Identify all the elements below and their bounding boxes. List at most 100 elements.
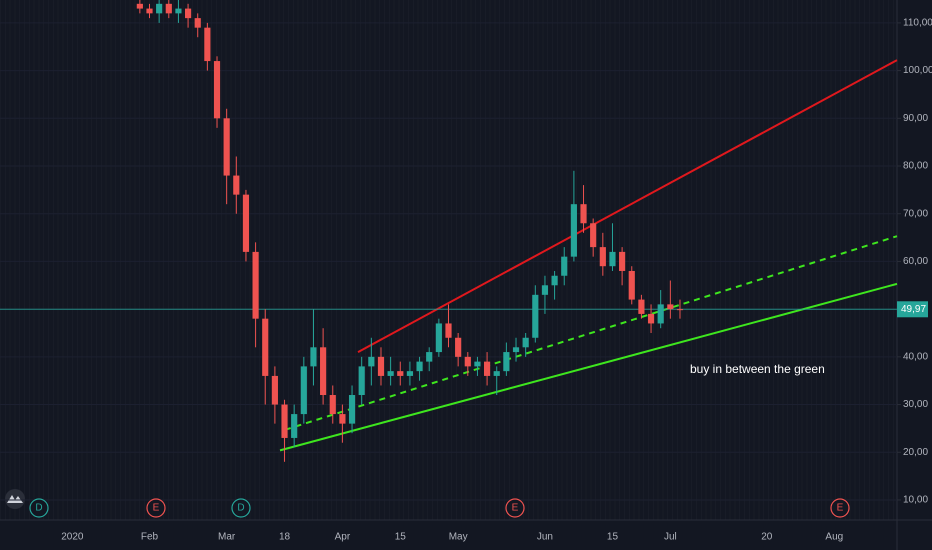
plot-background (0, 0, 897, 520)
candle-body (435, 323, 442, 353)
event-marker: E (146, 498, 166, 518)
last-price-label: 49,97 (901, 304, 926, 315)
event-circle (231, 498, 251, 518)
event-label: E (837, 503, 844, 514)
logo (5, 489, 25, 509)
candle-body (667, 304, 674, 310)
event-label: D (35, 503, 42, 514)
candle-body (165, 3, 172, 14)
event-label: D (237, 503, 244, 514)
candle-body (580, 204, 587, 224)
candle-body (493, 371, 500, 376)
candle-body (281, 404, 288, 438)
candle-body (223, 118, 230, 176)
event-label: E (512, 503, 519, 514)
candle-body (156, 3, 163, 14)
candle-body (320, 347, 327, 396)
event-marker: D (29, 498, 49, 518)
candle-body (483, 361, 491, 376)
event-circle (830, 498, 850, 518)
candle-body (599, 247, 606, 267)
candle-body (532, 294, 539, 338)
candle-body (503, 352, 510, 372)
event-label: E (153, 503, 160, 514)
x-tick-label: Feb (141, 532, 159, 543)
candle-body (252, 251, 259, 319)
candle-body (233, 175, 240, 195)
candle-body (657, 304, 664, 324)
x-tick-label: 18 (279, 532, 291, 543)
y-tick-label: 90,00 (903, 113, 928, 124)
candle-body (368, 356, 375, 367)
candle-body (590, 223, 597, 248)
candle-body (175, 8, 182, 14)
candle-body (136, 3, 143, 9)
candle-body (522, 337, 529, 348)
x-tick-label: May (449, 532, 468, 543)
event-marker: D (231, 498, 251, 518)
candle-body (445, 323, 452, 338)
candle-body (242, 194, 250, 252)
candle-body (271, 375, 278, 405)
candle-body (339, 414, 346, 424)
candle-body (204, 27, 211, 62)
event-circle (146, 498, 166, 518)
y-tick-label: 60,00 (903, 256, 928, 267)
y-tick-label: 70,00 (903, 208, 928, 219)
candle-body (541, 285, 549, 295)
candle-body (262, 318, 269, 376)
candle-body (561, 256, 568, 276)
candle-body (474, 361, 481, 367)
trend-line (357, 59, 898, 353)
event-circle (505, 498, 525, 518)
candle-body (146, 8, 153, 14)
trend-line (284, 235, 898, 431)
x-tick-label: Mar (218, 532, 236, 543)
y-tick-label: 40,00 (903, 351, 928, 362)
candle-body (647, 313, 655, 324)
candle-body (300, 366, 307, 415)
candle-body (358, 366, 365, 396)
candle-body (377, 356, 385, 376)
trend-line (279, 282, 898, 452)
candle-body (329, 395, 336, 415)
candle-body (416, 361, 423, 372)
x-tick-label: Jun (537, 532, 553, 543)
candle-body (619, 251, 626, 271)
candle-body (348, 395, 356, 424)
x-tick-label: Apr (335, 532, 351, 543)
candle-body (397, 371, 404, 376)
x-tick-label: 15 (607, 532, 619, 543)
candle-body (570, 204, 577, 257)
candle-body (609, 251, 616, 267)
y-tick-label: 20,00 (903, 447, 928, 458)
y-tick-label: 110,00 (903, 18, 932, 29)
y-tick-label: 80,00 (903, 161, 928, 172)
candle-body (638, 299, 645, 314)
candle-body (455, 337, 462, 357)
candle-body (310, 347, 317, 367)
y-tick-label: 10,00 (903, 495, 928, 506)
candle-body (184, 8, 192, 19)
event-circle (29, 498, 49, 518)
candle-body (426, 352, 433, 362)
last-price-tag (897, 301, 928, 318)
candle-body (628, 270, 635, 300)
candle-body (406, 371, 414, 376)
candle-body (291, 414, 298, 438)
x-tick-label: Aug (825, 532, 843, 543)
candle-body (551, 275, 558, 286)
candle-body (464, 356, 471, 367)
candle-body (194, 18, 201, 28)
y-tick-label: 30,00 (903, 399, 928, 410)
x-tick-label: 2020 (61, 532, 84, 543)
y-tick-label: 100,00 (903, 65, 932, 76)
x-tick-label: 20 (761, 532, 773, 543)
x-tick-label: Jul (664, 532, 677, 543)
x-tick-label: 15 (395, 532, 407, 543)
candle-body (512, 347, 520, 353)
candle-body (387, 371, 394, 376)
event-marker: E (505, 498, 525, 518)
